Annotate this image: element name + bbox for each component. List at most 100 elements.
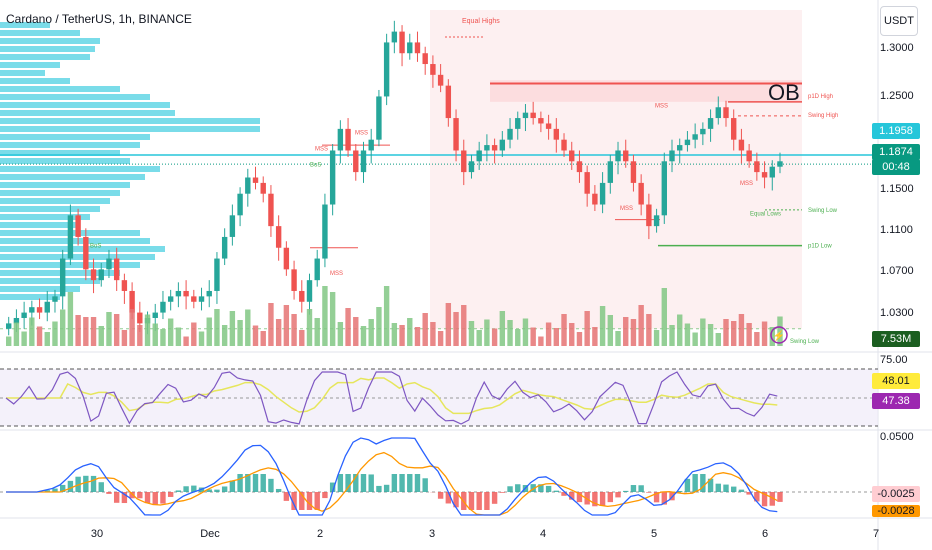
p1d-low-label: p1D Low xyxy=(808,244,832,250)
candle-body xyxy=(214,258,220,291)
profile-bar xyxy=(0,286,80,292)
macd-histogram-bar xyxy=(638,485,644,492)
volume-bar xyxy=(113,314,120,346)
profile-bar xyxy=(0,222,80,228)
volume-bar xyxy=(268,303,274,346)
macd-histogram-bar xyxy=(260,474,266,492)
macd-histogram-bar xyxy=(761,492,768,507)
candle-body xyxy=(592,193,598,205)
bottom-swing-low-label: Swing Low xyxy=(790,339,820,345)
candle-body xyxy=(252,177,259,183)
candle-body xyxy=(707,118,714,129)
candle-body xyxy=(561,139,567,151)
volume-bar xyxy=(630,319,637,346)
candle-body xyxy=(692,134,698,140)
candle-body xyxy=(484,145,490,151)
candle-body xyxy=(569,150,575,162)
macd-histogram-bar xyxy=(191,485,197,492)
candle-body xyxy=(538,118,544,124)
macd-histogram-bar xyxy=(283,492,290,501)
currency-button[interactable]: USDT xyxy=(880,6,918,36)
candle-body xyxy=(430,64,436,75)
mss-label: MSS xyxy=(330,271,343,277)
macd-histogram-bar xyxy=(653,492,660,503)
candle-body xyxy=(383,42,390,97)
macd-histogram-bar xyxy=(615,492,621,498)
candle-body xyxy=(399,31,405,54)
volume-bar xyxy=(245,309,251,346)
volume-bar xyxy=(677,314,683,346)
volume-bar xyxy=(761,321,768,346)
volume-bar xyxy=(376,307,382,346)
volume-bar xyxy=(314,318,320,346)
candle-body xyxy=(437,74,444,86)
profile-bar xyxy=(0,158,130,164)
volume-bar xyxy=(530,327,536,346)
volume-bar xyxy=(754,332,760,346)
profile-bar xyxy=(0,70,45,76)
profile-bar xyxy=(0,110,175,116)
profile-bar xyxy=(0,198,110,204)
candle-body xyxy=(407,42,413,54)
candle-body xyxy=(553,128,560,140)
candle-body xyxy=(499,139,506,151)
candle-body xyxy=(337,128,344,151)
lightning-icon-glyph: ⚡ xyxy=(773,329,785,342)
x-tick: Dec xyxy=(200,528,220,540)
volume-bar xyxy=(707,324,714,346)
profile-bar xyxy=(0,126,260,132)
candle-body xyxy=(623,150,629,162)
volume-badge: 7.53M xyxy=(872,331,920,347)
macd-histogram-bar xyxy=(391,474,398,492)
price-tick: 1.0700 xyxy=(880,265,914,277)
macd-histogram-bar xyxy=(530,484,536,492)
volume-bar xyxy=(52,321,58,346)
macd-histogram-bar xyxy=(746,492,752,495)
volume-bar xyxy=(407,318,413,346)
macd-histogram-bar xyxy=(569,492,575,500)
macd-histogram-bar xyxy=(160,492,166,504)
macd-histogram-bar xyxy=(44,490,50,492)
volume-bar xyxy=(700,318,706,346)
macd-histogram-bar xyxy=(607,492,614,503)
price-ma-badge: 1.1958 xyxy=(872,123,920,139)
price-tick: 1.1500 xyxy=(880,183,914,195)
volume-bar xyxy=(90,317,97,346)
candle-body xyxy=(599,182,606,205)
macd-histogram-bar xyxy=(245,474,251,492)
volume-bar xyxy=(545,322,552,346)
volume-bar xyxy=(13,322,20,346)
macd-histogram-bar xyxy=(214,489,220,492)
volume-bar xyxy=(129,309,135,346)
macd-histogram-bar xyxy=(484,492,490,510)
volume-bar xyxy=(430,322,436,346)
mss-label: MSS xyxy=(740,181,753,187)
macd-histogram-bar xyxy=(376,485,382,492)
candle-body xyxy=(306,280,313,302)
price-tick: 1.0300 xyxy=(880,307,914,319)
volume-bar xyxy=(175,327,182,346)
profile-bar xyxy=(0,190,120,196)
volume-bar xyxy=(137,325,143,346)
macd-histogram-bar xyxy=(453,492,459,508)
candle-body xyxy=(345,128,351,151)
macd-histogram-bar xyxy=(83,475,89,492)
macd-badge-b: -0.0028 xyxy=(872,505,920,517)
volume-bar xyxy=(422,313,428,346)
macd-histogram-bar xyxy=(137,492,143,499)
candle-body xyxy=(121,280,128,291)
rsi-tick: 75.00 xyxy=(880,354,908,366)
macd-line xyxy=(6,437,778,516)
candle-body xyxy=(90,269,97,281)
candle-body xyxy=(113,258,120,281)
candle-body xyxy=(191,296,197,302)
macd-histogram-bar xyxy=(314,492,320,510)
candle-body xyxy=(137,312,143,324)
macd-histogram-bar xyxy=(684,478,691,492)
candle-body xyxy=(414,42,421,54)
volume-bar xyxy=(237,320,243,346)
candle-body xyxy=(36,307,43,313)
candle-body xyxy=(476,150,482,162)
macd-histogram-bar xyxy=(468,492,475,510)
volume-bar xyxy=(515,329,521,346)
